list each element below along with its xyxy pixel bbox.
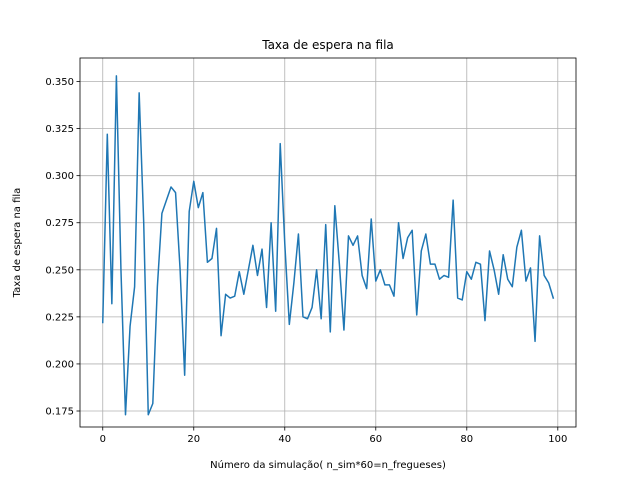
y-tick-label: 0.250 — [45, 265, 74, 276]
x-tick-label: 80 — [460, 434, 473, 445]
x-tick-label: 20 — [187, 434, 200, 445]
x-tick-label: 100 — [548, 434, 567, 445]
x-tick-label: 40 — [278, 434, 291, 445]
y-tick-label: 0.325 — [45, 124, 74, 135]
plot-frame — [79, 57, 577, 428]
y-tick-label: 0.225 — [45, 312, 74, 323]
x-axis-label: Número da simulação( n_sim*60=n_freguese… — [210, 459, 446, 471]
chart-title: Taxa de espera na fila — [261, 38, 394, 52]
y-tick-label: 0.200 — [45, 359, 74, 370]
series-layer — [101, 75, 555, 416]
series-line — [101, 75, 555, 416]
y-axis-label: Taxa de espera na fila — [12, 188, 23, 299]
x-tick-label: 60 — [369, 434, 382, 445]
y-tick-label: 0.275 — [45, 218, 74, 229]
y-tick-label: 0.300 — [45, 171, 74, 182]
ticks: 0 20 40 60 80 100 0.175 0.200 0.225 0.250 0.275 0.3… — [45, 77, 567, 445]
y-tick-label: 0.350 — [45, 77, 74, 88]
x-tick-label: 0 — [100, 434, 106, 445]
grid — [80, 58, 576, 427]
y-tick-label: 0.175 — [45, 406, 74, 417]
